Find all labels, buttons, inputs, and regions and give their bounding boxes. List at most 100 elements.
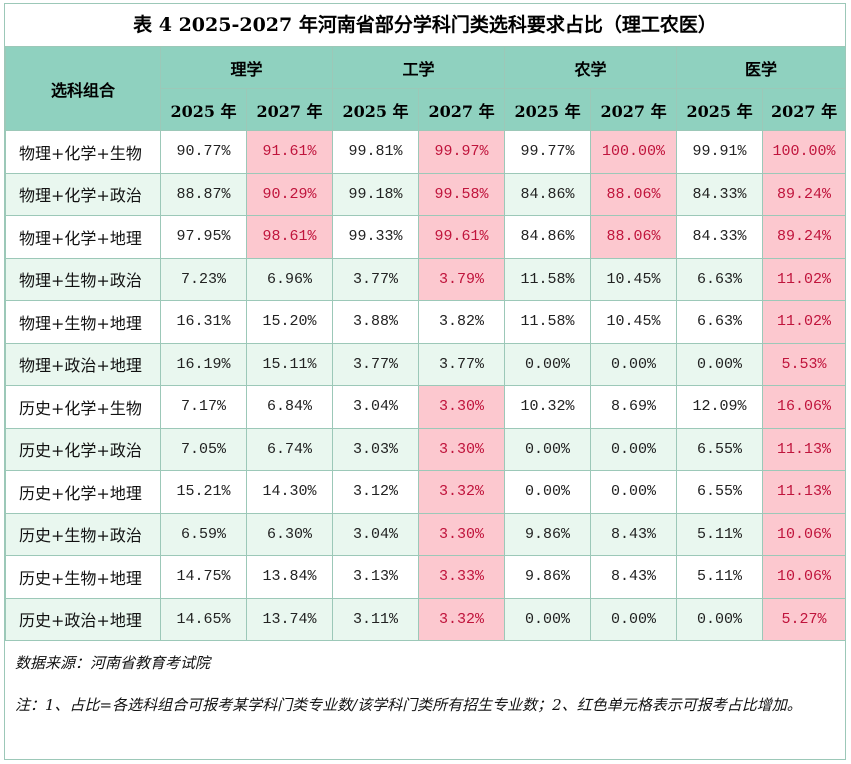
combo-cell: 物理+生物+地理 — [5, 300, 161, 344]
value-cell: 14.30% — [245, 470, 334, 514]
value-cell: 0.00% — [676, 597, 764, 641]
value-cell: 7.23% — [160, 257, 247, 301]
value-cell-increased: 11.13% — [762, 470, 847, 514]
table-row: 历史+政治+地理 14.65% 13.74% 3.11% 3.32% 0.00% 0.00%… — [5, 597, 847, 641]
table-row: 物理+化学+地理 97.95% 98.61% 99.33% 99.61% 84.86% 88… — [5, 215, 847, 259]
value-cell-increased: 3.32% — [418, 470, 506, 514]
combo-cell: 物理+化学+地理 — [5, 215, 161, 259]
value-cell: 3.82% — [418, 300, 506, 344]
value-cell: 14.75% — [160, 555, 247, 599]
value-cell-increased: 10.06% — [762, 512, 847, 556]
combo-cell: 历史+化学+地理 — [5, 470, 161, 514]
header-row-groups: 选科组合 理学 工学 农学 医学 — [5, 46, 847, 131]
value-cell-increased: 90.29% — [245, 172, 334, 216]
value-cell: 0.00% — [590, 597, 678, 641]
value-cell: 6.55% — [676, 470, 764, 514]
value-cell: 11.58% — [504, 257, 592, 301]
value-cell: 6.59% — [160, 512, 247, 556]
table-row: 历史+生物+政治 6.59% 6.30% 3.04% 3.30% 9.86% 8.43% 5.… — [5, 512, 847, 556]
combo-cell: 历史+化学+生物 — [5, 385, 161, 429]
value-cell: 6.74% — [245, 427, 334, 471]
data-source: 数据来源：河南省教育考试院 — [15, 654, 211, 672]
value-cell: 9.86% — [504, 512, 592, 556]
value-cell: 10.45% — [590, 300, 678, 344]
header-year: 2027 年 — [590, 88, 678, 131]
value-cell: 15.11% — [245, 342, 334, 386]
value-cell-increased: 99.97% — [418, 130, 506, 174]
value-cell: 9.86% — [504, 555, 592, 599]
value-cell-increased: 100.00% — [762, 130, 847, 174]
header-group-science: 理学 — [159, 46, 334, 89]
value-cell-increased: 3.30% — [418, 512, 506, 556]
value-cell: 99.33% — [332, 215, 420, 259]
value-cell: 10.32% — [504, 385, 592, 429]
table-row: 物理+化学+生物 90.77% 91.61% 99.81% 99.97% 99.77% 10… — [5, 130, 847, 174]
value-cell-increased: 10.06% — [762, 555, 847, 599]
value-cell-increased: 11.02% — [762, 300, 847, 344]
table-frame: 表 4 2025-2027 年河南省部分学科门类选科要求占比（理工农医） 选科组… — [4, 3, 847, 760]
header-year: 2027 年 — [418, 88, 506, 131]
value-cell: 0.00% — [590, 342, 678, 386]
combo-cell: 物理+政治+地理 — [5, 342, 161, 386]
value-cell: 0.00% — [590, 427, 678, 471]
value-cell: 13.84% — [245, 555, 334, 599]
value-cell: 10.45% — [590, 257, 678, 301]
combo-cell: 历史+生物+地理 — [5, 555, 161, 599]
table-row: 物理+生物+政治 7.23% 6.96% 3.77% 3.79% 11.58% 10.45%… — [5, 257, 847, 301]
value-cell: 5.11% — [676, 512, 764, 556]
value-cell-increased: 3.32% — [418, 597, 506, 641]
value-cell-increased: 100.00% — [590, 130, 678, 174]
value-cell-increased: 91.61% — [245, 130, 334, 174]
value-cell: 6.84% — [245, 385, 334, 429]
value-cell: 6.55% — [676, 427, 764, 471]
value-cell-increased: 3.30% — [418, 385, 506, 429]
value-cell-increased: 89.24% — [762, 215, 847, 259]
value-cell-increased: 89.24% — [762, 172, 847, 216]
value-cell: 0.00% — [504, 342, 592, 386]
value-cell-increased: 99.61% — [418, 215, 506, 259]
header-year: 2025 年 — [676, 88, 764, 131]
value-cell: 7.05% — [160, 427, 247, 471]
value-cell: 0.00% — [504, 597, 592, 641]
value-cell: 88.87% — [160, 172, 247, 216]
value-cell: 12.09% — [676, 385, 764, 429]
value-cell: 6.96% — [245, 257, 334, 301]
value-cell: 3.11% — [332, 597, 420, 641]
table-row: 历史+生物+地理 14.75% 13.84% 3.13% 3.33% 9.86% 8.43%… — [5, 555, 847, 599]
value-cell-increased: 88.06% — [590, 172, 678, 216]
table-row: 物理+政治+地理 16.19% 15.11% 3.77% 3.77% 0.00% 0.00%… — [5, 342, 847, 386]
value-cell-increased: 99.58% — [418, 172, 506, 216]
header-year: 2025 年 — [332, 88, 420, 131]
value-cell: 16.31% — [160, 300, 247, 344]
header-group-medicine: 医学 — [676, 46, 847, 89]
value-cell: 84.33% — [676, 215, 764, 259]
value-cell: 3.77% — [418, 342, 506, 386]
header-year: 2027 年 — [245, 88, 334, 131]
value-cell: 11.58% — [504, 300, 592, 344]
value-cell: 7.17% — [160, 385, 247, 429]
value-cell-increased: 11.13% — [762, 427, 847, 471]
combo-cell: 历史+政治+地理 — [5, 597, 161, 641]
table-row: 历史+化学+生物 7.17% 6.84% 3.04% 3.30% 10.32% 8.69% 1… — [5, 385, 847, 429]
combo-cell: 物理+生物+政治 — [5, 257, 161, 301]
value-cell: 6.63% — [676, 300, 764, 344]
value-cell-increased: 3.33% — [418, 555, 506, 599]
value-cell: 13.74% — [245, 597, 334, 641]
value-cell: 84.86% — [504, 215, 592, 259]
value-cell-increased: 5.27% — [762, 597, 847, 641]
combo-cell: 物理+化学+政治 — [5, 172, 161, 216]
combo-cell: 历史+生物+政治 — [5, 512, 161, 556]
value-cell: 0.00% — [504, 427, 592, 471]
value-cell: 84.86% — [504, 172, 592, 216]
header-year: 2025 年 — [160, 88, 247, 131]
value-cell: 6.63% — [676, 257, 764, 301]
value-cell-increased: 16.06% — [762, 385, 847, 429]
value-cell: 84.33% — [676, 172, 764, 216]
table-title: 表 4 2025-2027 年河南省部分学科门类选科要求占比（理工农医） — [5, 4, 845, 47]
header-year: 2027 年 — [762, 88, 847, 131]
value-cell: 99.91% — [676, 130, 764, 174]
value-cell: 0.00% — [504, 470, 592, 514]
value-cell: 3.77% — [332, 342, 420, 386]
value-cell: 15.21% — [160, 470, 247, 514]
value-cell: 3.12% — [332, 470, 420, 514]
